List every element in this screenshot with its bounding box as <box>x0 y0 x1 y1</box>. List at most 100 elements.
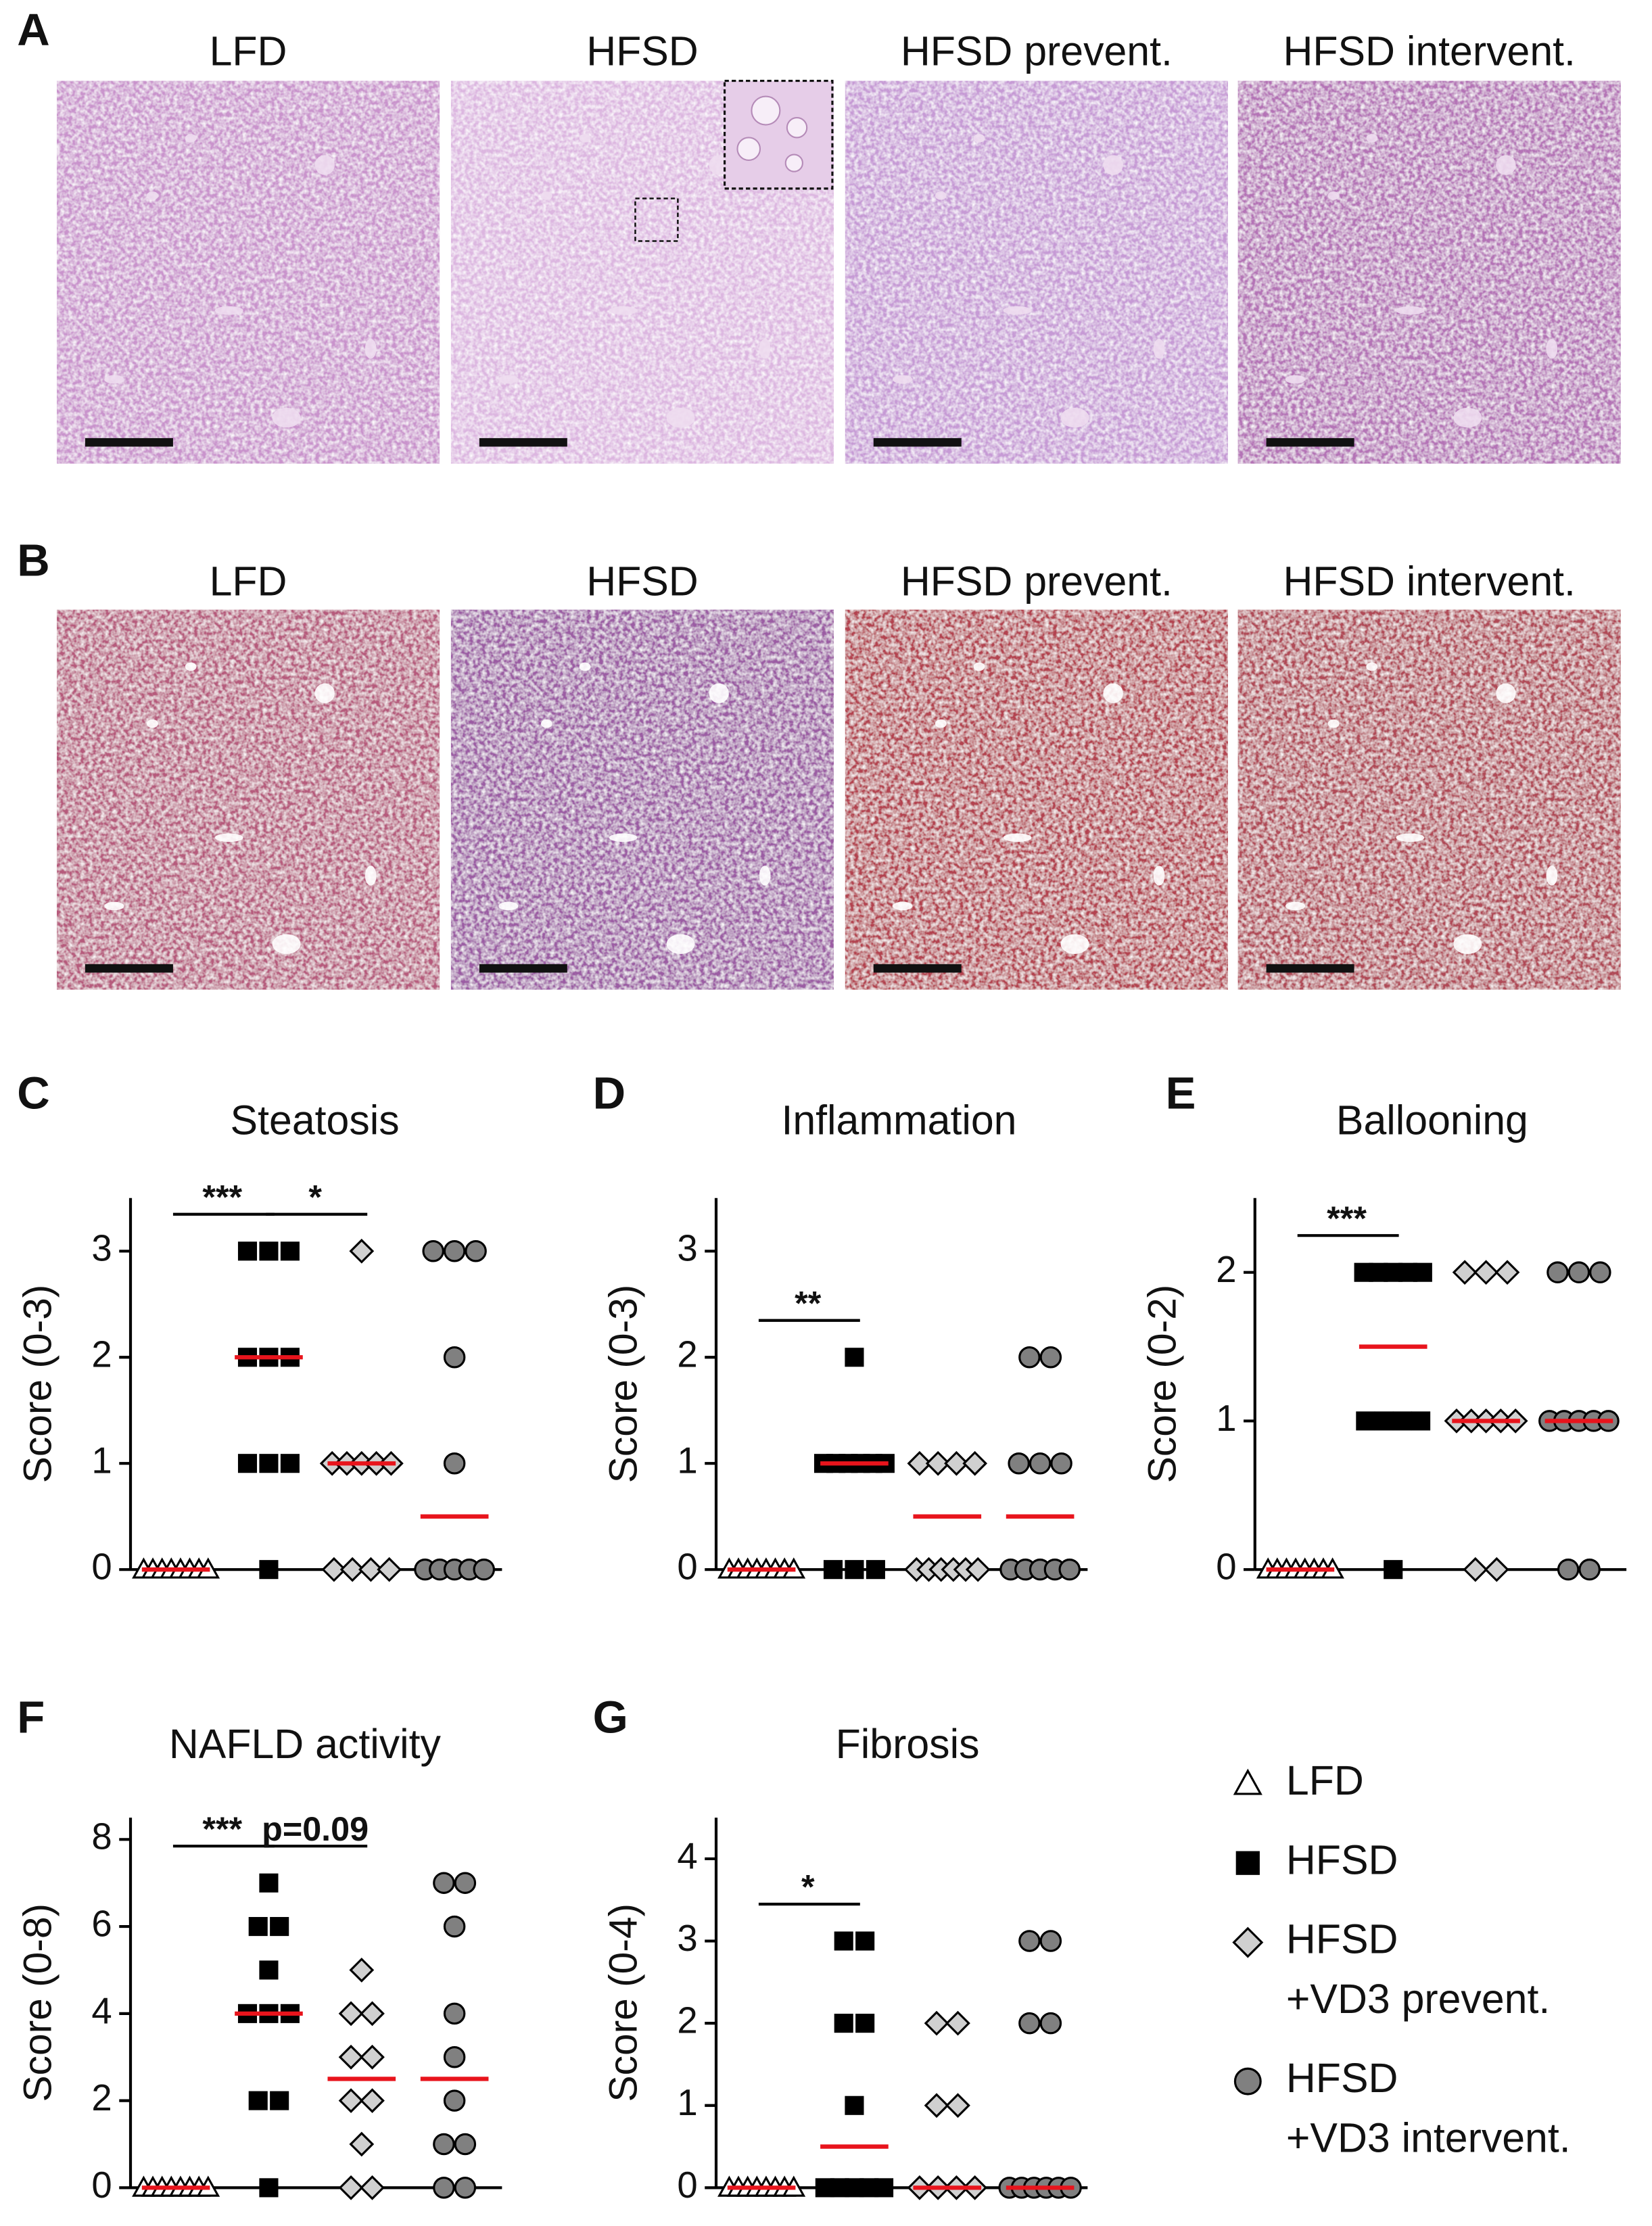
vessel <box>498 901 519 911</box>
y-tick-label: 3 <box>677 1918 697 1959</box>
legend-label: HFSD <box>1286 2055 1398 2101</box>
image-title: HFSD <box>586 28 699 74</box>
data-point <box>1567 1261 1590 1283</box>
data-point <box>360 2088 385 2113</box>
image-title: HFSD intervent. <box>1283 559 1575 605</box>
data-point <box>338 2001 364 2027</box>
data-point <box>358 1557 383 1582</box>
data-point <box>1058 1558 1081 1581</box>
vessel <box>759 866 771 886</box>
y-tick-label: 0 <box>91 1546 112 1588</box>
significance-label: *** <box>1327 1199 1367 1237</box>
image-title: LFD <box>210 28 287 74</box>
data-point <box>349 1958 375 1983</box>
y-tick-label: 4 <box>91 1990 112 2031</box>
data-point <box>1018 1346 1041 1369</box>
data-point <box>259 1560 279 1580</box>
data-point <box>1578 1558 1601 1581</box>
y-tick-label: 1 <box>91 1440 112 1482</box>
data-point <box>1018 1930 1041 1952</box>
significance-label: *** <box>202 1177 242 1216</box>
data-point <box>1411 1411 1431 1431</box>
y-axis-label: Score (0-3) <box>16 1285 60 1484</box>
data-point <box>259 1241 279 1261</box>
micrograph <box>450 609 834 990</box>
data-point <box>945 2093 970 2118</box>
data-point <box>237 1454 258 1473</box>
vessel <box>1496 683 1516 703</box>
vessel <box>104 375 124 384</box>
vessel <box>609 306 638 315</box>
image-title: HFSD <box>586 559 699 605</box>
legend-label: HFSD <box>1286 1916 1398 1962</box>
panel-letter: B <box>17 535 49 586</box>
vessel <box>1366 134 1378 143</box>
vessel <box>314 155 335 175</box>
data-point <box>925 1450 951 1476</box>
scale-bar <box>873 437 962 447</box>
data-point <box>1039 1346 1062 1369</box>
data-point <box>443 2045 466 2068</box>
data-point <box>1356 1411 1375 1431</box>
data-point <box>360 2175 385 2200</box>
data-point <box>338 2175 364 2200</box>
data-point <box>433 2177 455 2199</box>
data-point <box>433 2133 455 2156</box>
y-tick-label: 4 <box>677 1835 697 1876</box>
data-point <box>339 1557 365 1582</box>
vessel <box>541 191 552 200</box>
vessel <box>1327 191 1340 200</box>
y-axis-label: Score (0-3) <box>602 1285 646 1484</box>
data-point <box>248 2091 268 2110</box>
micrograph <box>845 80 1228 464</box>
image-title: LFD <box>210 559 287 605</box>
y-tick-label: 3 <box>91 1228 112 1269</box>
data-point <box>443 1452 466 1475</box>
vessel <box>147 191 158 200</box>
data-point <box>1029 1452 1052 1475</box>
scale-bar <box>85 964 173 973</box>
data-point <box>1473 1260 1498 1285</box>
data-point <box>1392 1411 1412 1431</box>
vessel <box>1003 833 1032 843</box>
data-point <box>349 2131 375 2157</box>
data-point <box>834 1931 853 1951</box>
data-point <box>465 1240 487 1262</box>
vessel <box>1496 155 1516 175</box>
data-point <box>280 1241 300 1261</box>
vessel <box>935 191 947 200</box>
vessel <box>1060 934 1089 954</box>
vessel <box>1453 934 1482 954</box>
vessel <box>1103 683 1123 703</box>
legend-label: HFSD <box>1286 1837 1398 1882</box>
data-point <box>338 2044 364 2070</box>
data-point <box>1463 1557 1488 1582</box>
data-point <box>259 1960 279 1980</box>
vessel <box>364 339 377 359</box>
vessel <box>185 662 197 671</box>
vessel <box>314 683 335 703</box>
significance-label: * <box>801 1868 815 1906</box>
data-point <box>259 1454 279 1473</box>
data-point <box>270 2091 289 2110</box>
vessel <box>272 408 301 428</box>
data-point <box>360 2044 385 2070</box>
significance-label: p=0.09 <box>262 1809 369 1848</box>
vessel <box>1003 306 1032 315</box>
vessel <box>1327 719 1340 728</box>
vessel <box>935 719 947 728</box>
data-point <box>443 2002 466 2025</box>
panel-letter: D <box>593 1068 626 1119</box>
data-point <box>473 1558 495 1581</box>
vessel <box>666 934 695 954</box>
vessel <box>579 134 591 143</box>
y-tick-label: 0 <box>1216 1546 1236 1588</box>
data-point <box>321 1557 347 1582</box>
vessel <box>1546 339 1558 359</box>
legend-marker <box>1232 1926 1264 1958</box>
data-point <box>1018 2012 1041 2035</box>
data-point <box>1484 1557 1509 1582</box>
data-point <box>454 2177 477 2199</box>
y-tick-label: 1 <box>677 2082 697 2123</box>
y-tick-label: 3 <box>677 1228 697 1269</box>
